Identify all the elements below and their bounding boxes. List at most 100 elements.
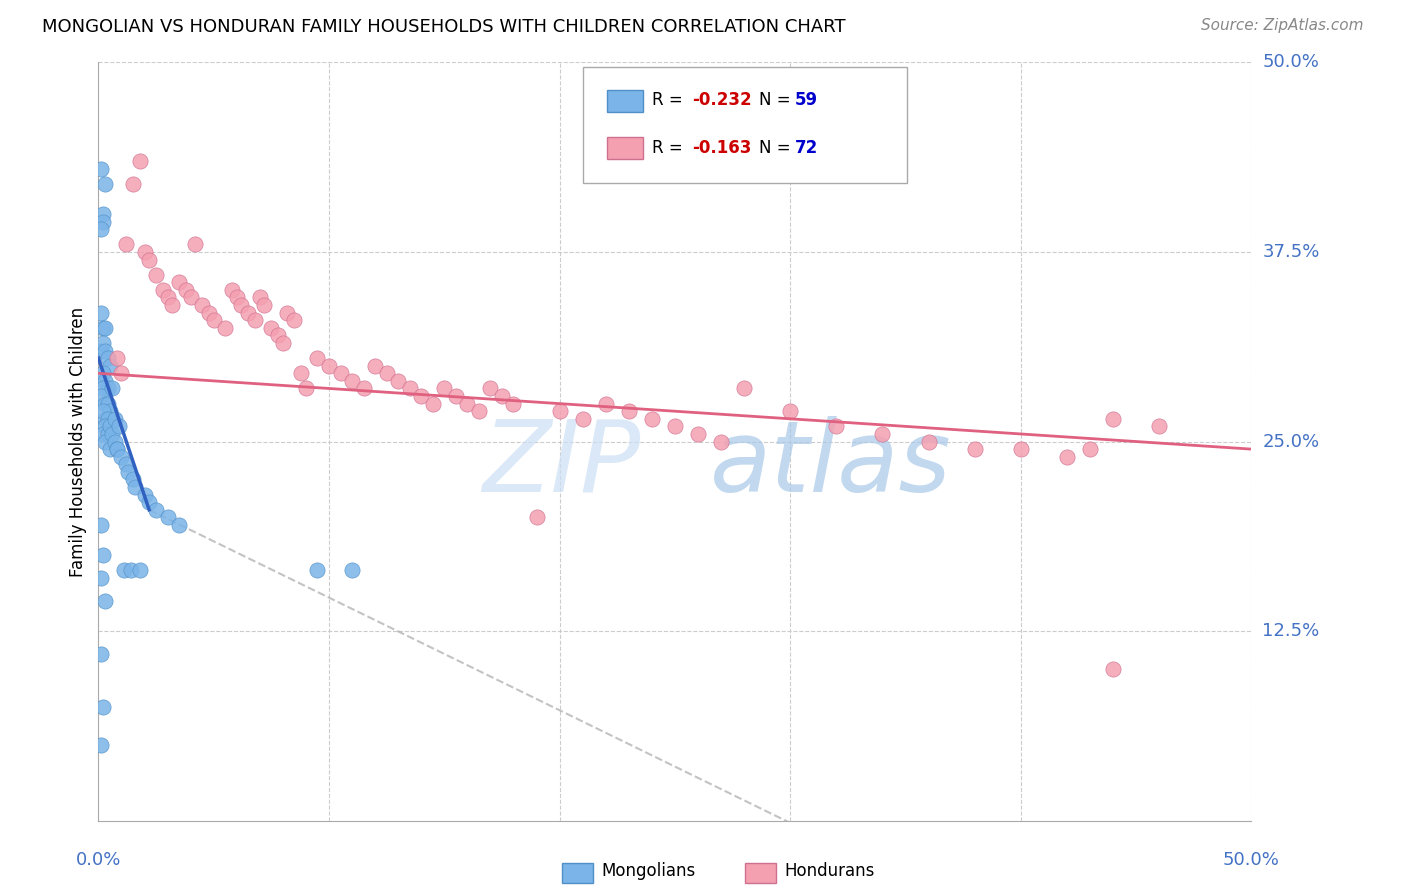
Text: 12.5%: 12.5% [1263,622,1320,640]
Point [91,320,114,334]
Point [340,564,363,578]
Point [479,382,502,396]
Point [1078,442,1101,457]
Point [94,594,117,608]
Point [108,419,131,434]
Point [917,434,939,449]
Point [98,442,121,457]
Point [160,298,183,312]
Point [1147,419,1170,434]
Point [548,404,571,418]
Text: 72: 72 [794,138,818,156]
Point [276,305,298,319]
Point [318,359,340,373]
Point [91,404,114,418]
Point [97,396,120,410]
Point [422,396,444,410]
Point [167,517,190,532]
Point [115,458,138,472]
Point [398,382,420,396]
Point [202,313,225,327]
Point [221,283,243,297]
Text: Hondurans: Hondurans [785,863,875,880]
Point [91,214,114,228]
Point [156,510,179,524]
Point [101,382,124,396]
Point [120,564,142,578]
Point [91,382,114,396]
Point [214,320,236,334]
Point [295,382,318,396]
Point [444,389,467,403]
Point [90,222,112,236]
Point [124,480,146,494]
Point [115,237,138,252]
Point [184,237,207,252]
Text: 59: 59 [794,92,817,110]
Text: 50.0%: 50.0% [1263,54,1319,71]
Point [90,647,112,661]
Point [191,298,214,312]
Point [90,161,112,176]
Text: N =: N = [759,138,796,156]
Point [98,404,121,418]
Point [180,291,202,305]
Point [387,374,409,388]
Point [134,487,156,501]
Point [502,396,524,410]
Point [91,366,114,380]
Point [686,427,709,442]
Point [1102,662,1125,676]
Point [103,412,125,426]
Point [138,252,160,267]
Point [167,275,190,289]
Point [710,434,733,449]
Text: 0.0%: 0.0% [76,851,121,869]
Point [129,564,152,578]
Point [364,359,387,373]
Point [105,351,128,366]
Point [733,382,755,396]
Y-axis label: Family Households with Children: Family Households with Children [69,307,87,576]
Point [526,510,548,524]
Point [122,473,145,487]
Text: N =: N = [759,92,796,110]
Point [307,351,329,366]
Point [105,442,128,457]
Point [779,404,801,418]
Point [245,313,267,327]
Point [94,374,117,388]
Text: atlas: atlas [710,416,950,513]
Point [260,320,283,334]
Point [225,291,247,305]
Point [375,366,398,380]
Text: -0.232: -0.232 [692,92,751,110]
Text: R =: R = [652,138,689,156]
Point [825,419,848,434]
Point [411,389,433,403]
Point [267,328,290,343]
Point [101,427,124,442]
Point [491,389,513,403]
Point [98,419,121,434]
Point [91,548,114,563]
Point [134,244,156,259]
Point [112,564,135,578]
Point [249,291,271,305]
Point [91,335,114,350]
Point [98,359,121,373]
Point [231,298,253,312]
Point [1056,450,1078,464]
Text: R =: R = [652,92,689,110]
Point [138,495,160,509]
Point [253,298,276,312]
Point [90,517,112,532]
Point [91,699,114,714]
Point [97,382,120,396]
Point [97,351,120,366]
Text: 37.5%: 37.5% [1263,243,1320,261]
Point [271,335,294,350]
Point [90,389,112,403]
Point [91,207,114,221]
Point [94,343,117,358]
